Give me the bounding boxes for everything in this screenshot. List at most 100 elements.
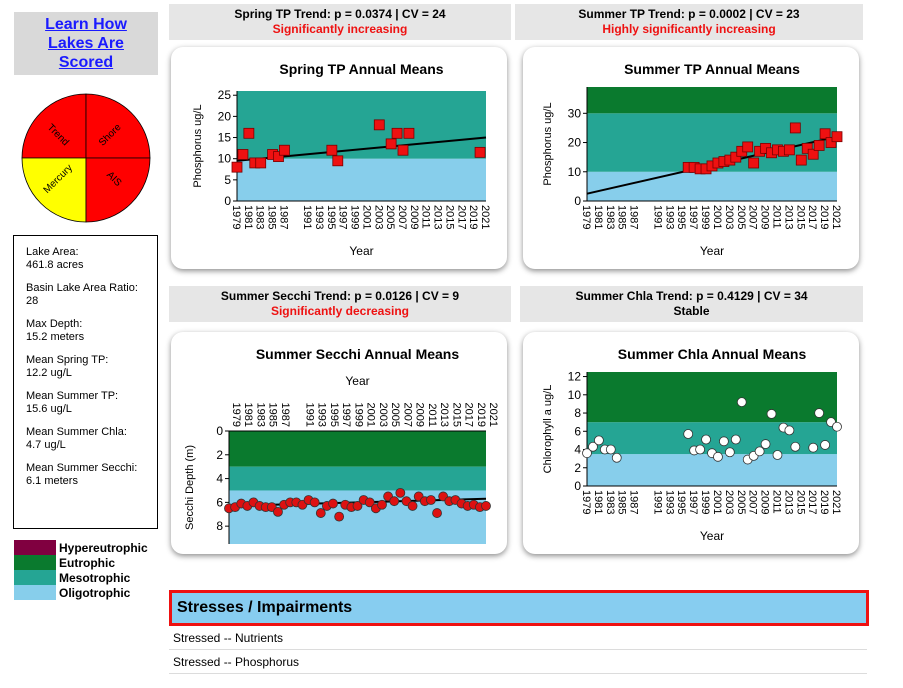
x-tick-label: 1995 — [675, 490, 687, 514]
x-tick-label: 1991 — [301, 205, 313, 229]
x-tick-label: 1983 — [254, 205, 266, 229]
data-point — [403, 127, 415, 139]
trend-status: Stable — [673, 304, 710, 318]
summer-tp-trend-header: Summer TP Trend: p = 0.0002 | CV = 23 Hi… — [515, 4, 863, 40]
y-tick-label: 0 — [574, 479, 581, 493]
y-tick-label: 10 — [568, 388, 582, 402]
data-point — [474, 146, 486, 158]
data-point — [825, 137, 837, 148]
data-point — [391, 127, 403, 139]
chart-title: Summer Secchi Annual Means — [256, 346, 460, 362]
legend-item-eutrophic: Eutrophic — [14, 555, 148, 570]
data-point — [315, 508, 326, 518]
data-point — [273, 151, 284, 162]
summer-tp-chart-card: Summer TP Annual Means 0 10 20 30 1979 1981 198… — [523, 47, 859, 269]
x-tick-label: 2009 — [408, 205, 420, 229]
x-tick-label: 1999 — [699, 490, 711, 514]
lake-info-item: Mean Summer Secchi: 6.1 meters — [26, 462, 138, 487]
y-tick-label: 30 — [568, 106, 582, 120]
legend-item-hypereutrophic: Hypereutrophic — [14, 540, 148, 555]
legend-item-oligotrophic: Oligotrophic — [14, 585, 148, 600]
data-point — [813, 140, 825, 151]
x-tick-label: 1981 — [242, 205, 254, 229]
learn-how-box: Learn How Lakes Are Scored — [14, 12, 158, 75]
y-axis-label: Secchi Depth (m) — [184, 445, 196, 530]
x-tick-label: 2001 — [360, 205, 372, 229]
x-tick-label: 1993 — [663, 205, 675, 229]
x-tick-label: 2003 — [723, 490, 735, 514]
data-point — [695, 444, 705, 455]
data-point — [328, 498, 338, 509]
data-point — [801, 142, 813, 154]
x-tick-label: 2019 — [475, 403, 487, 427]
data-point — [736, 397, 747, 407]
x-tick-label: 2007 — [401, 403, 413, 427]
x-tick-label: 1995 — [325, 205, 337, 229]
x-tick-label: 2005 — [735, 490, 747, 514]
x-tick-label: 2013 — [438, 403, 450, 427]
x-tick-label: 2009 — [414, 403, 426, 427]
x-tick-label: 2021 — [830, 205, 842, 229]
x-tick-label: 2005 — [389, 403, 401, 427]
legend-item-mesotrophic: Mesotrophic — [14, 570, 148, 585]
x-tick-label: 2007 — [747, 490, 759, 514]
data-point — [426, 495, 436, 505]
chart-title: Summer TP Annual Means — [624, 61, 800, 77]
data-point — [397, 144, 409, 156]
x-tick-label: 2015 — [794, 205, 806, 229]
x-tick-label: 2021 — [479, 205, 491, 229]
x-tick-label: 1997 — [687, 205, 699, 229]
data-point — [808, 442, 819, 453]
x-tick-label: 1979 — [580, 490, 592, 514]
x-tick-label: 2015 — [794, 490, 806, 514]
score-wheel-shore-slice — [85, 93, 151, 159]
y-tick-label: 4 — [216, 472, 223, 486]
x-tick-label: 1981 — [242, 403, 254, 427]
lake-info-item: Mean Spring TP: 12.2 ug/L — [26, 354, 109, 379]
learn-how-link[interactable]: Learn How Lakes Are Scored — [45, 16, 127, 71]
data-point — [832, 421, 842, 432]
y-tick-label: 6 — [216, 495, 223, 509]
data-point — [814, 408, 825, 418]
x-tick-label: 2007 — [396, 205, 408, 229]
data-point — [748, 157, 760, 169]
x-tick-label: 2019 — [467, 205, 479, 229]
band-eutrophic — [587, 87, 837, 114]
x-tick-label: 1993 — [313, 205, 325, 229]
x-tick-label: 1981 — [592, 490, 604, 514]
y-tick-label: 0 — [574, 194, 581, 208]
data-point — [352, 501, 363, 511]
lake-info-item: Mean Summer TP: 15.6 ug/L — [26, 390, 119, 415]
x-tick-label: 1999 — [699, 205, 711, 229]
x-tick-label: 2001 — [711, 205, 723, 229]
y-tick-label: 0 — [216, 424, 223, 438]
chla-trend-header: Summer Chla Trend: p = 0.4129 | CV = 34 … — [520, 286, 863, 322]
x-tick-label: 2019 — [818, 205, 830, 229]
x-tick-label: 1995 — [328, 403, 340, 427]
x-tick-label: 2013 — [782, 205, 794, 229]
data-point — [790, 441, 801, 452]
x-tick-label: 1997 — [337, 205, 349, 229]
x-tick-label: 1991 — [303, 403, 315, 427]
x-tick-label: 2019 — [818, 490, 830, 514]
x-tick-label: 2017 — [806, 490, 818, 514]
data-point — [334, 511, 345, 522]
x-axis-label: Year — [345, 374, 369, 388]
score-wheel: Trend Shore Mercury AIS — [21, 93, 151, 223]
trend-title: Summer Secchi Trend: p = 0.0126 | CV = 9 — [220, 289, 460, 303]
data-point — [231, 161, 243, 173]
data-point — [273, 506, 283, 517]
x-tick-label: 1987 — [628, 490, 640, 514]
data-point — [783, 144, 795, 156]
data-point — [332, 155, 344, 167]
data-point — [582, 448, 592, 459]
data-point — [730, 434, 741, 445]
band-oligotrophic — [587, 171, 837, 201]
data-point — [326, 144, 338, 156]
data-point — [389, 496, 400, 507]
x-tick-label: 1987 — [628, 205, 640, 229]
data-point — [760, 439, 771, 449]
x-axis-label: Year — [700, 244, 724, 258]
